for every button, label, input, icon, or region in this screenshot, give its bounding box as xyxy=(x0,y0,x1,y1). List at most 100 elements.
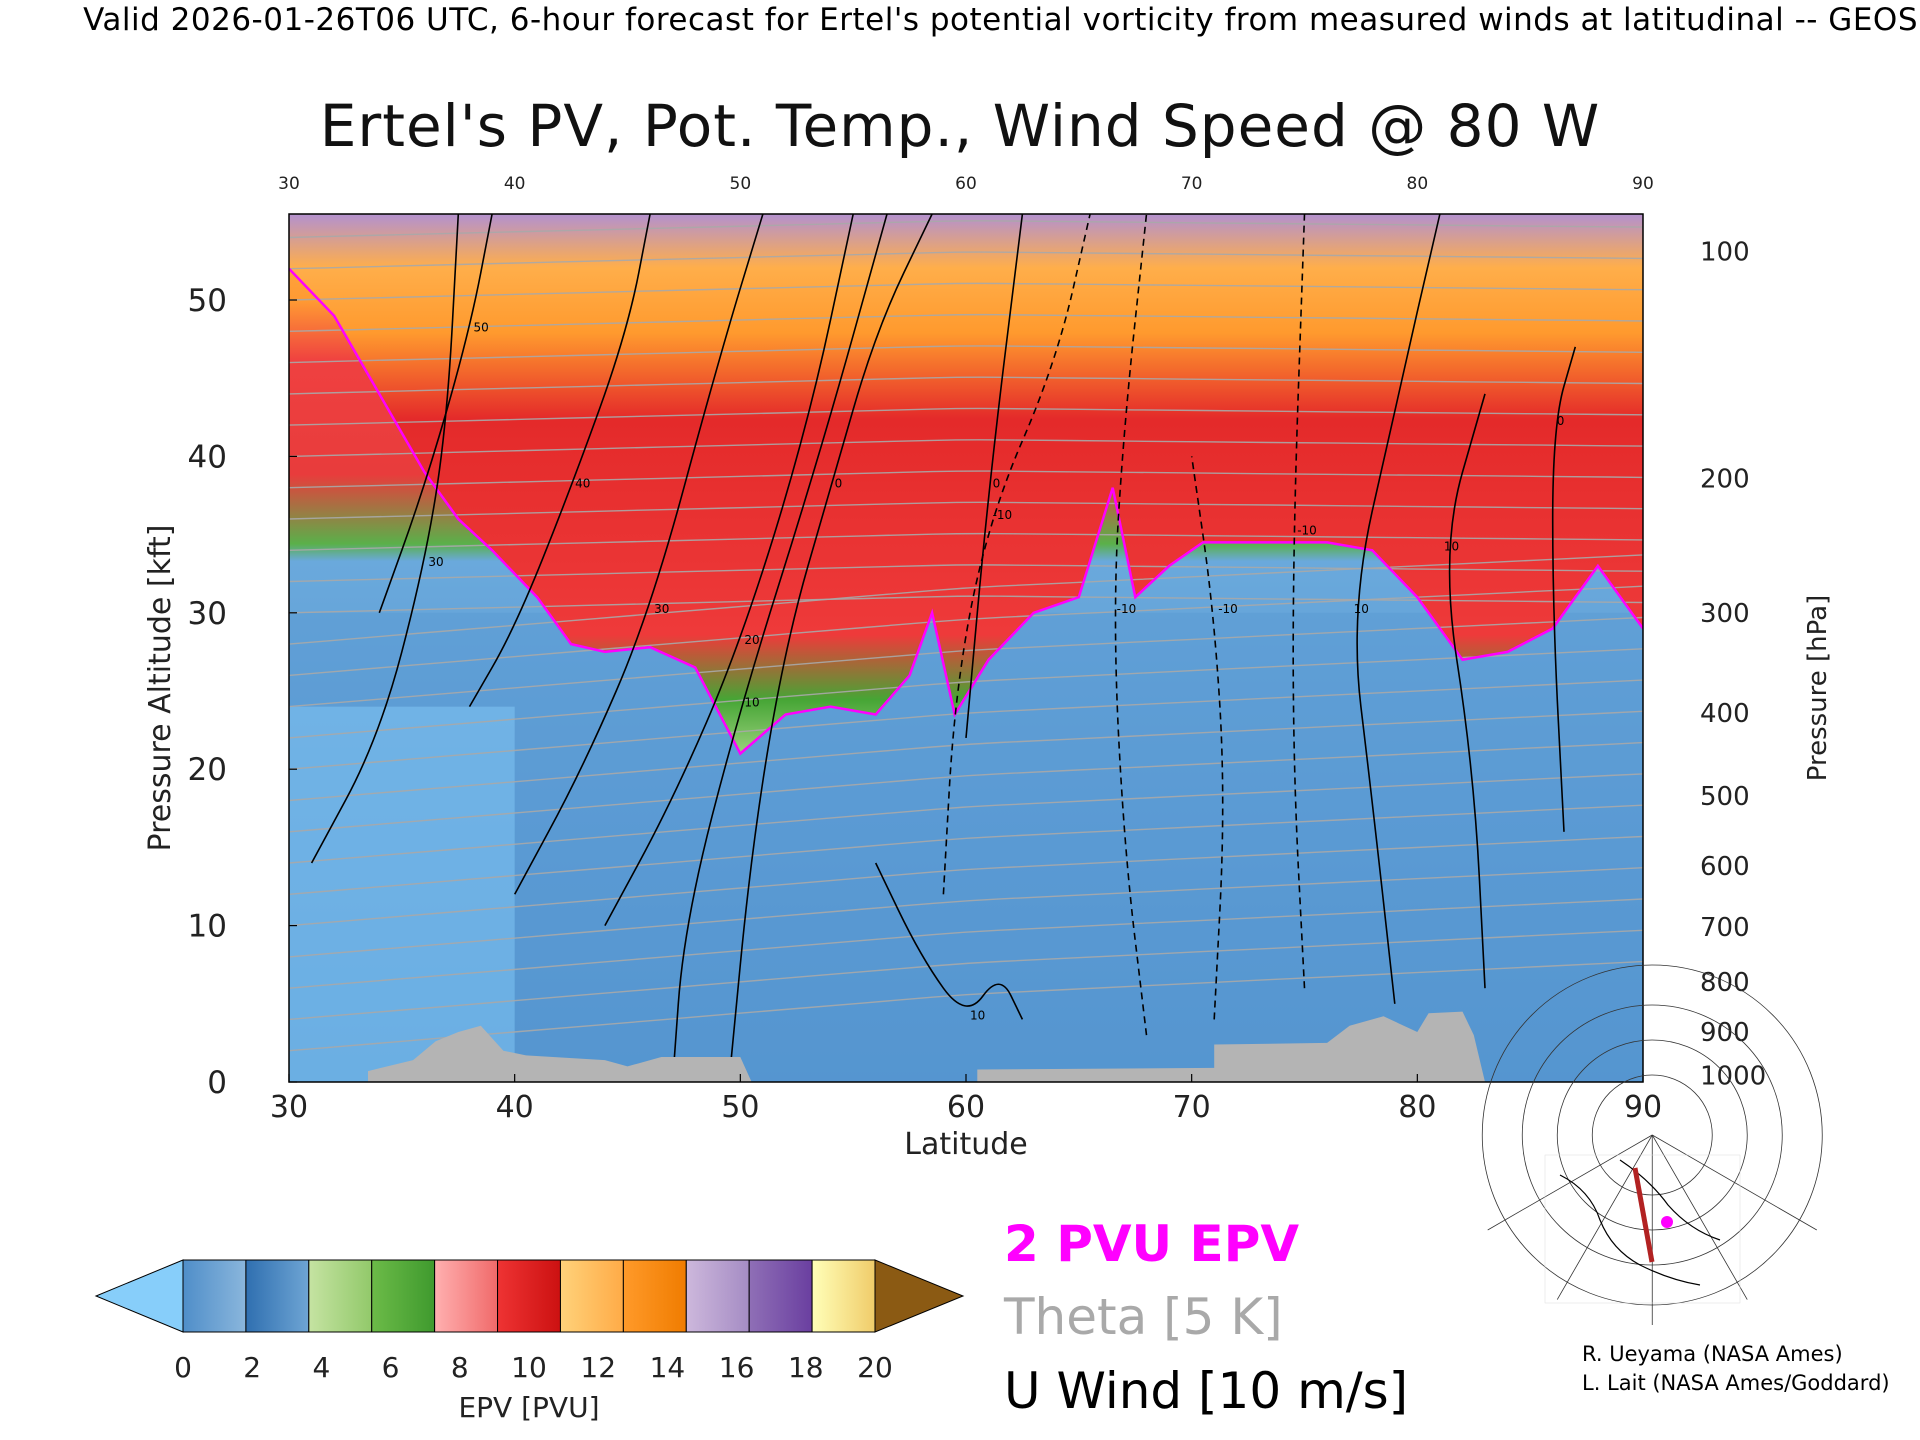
theta-contour xyxy=(289,929,1643,1021)
colorbar-bin xyxy=(559,1259,624,1333)
terrain xyxy=(289,1011,1486,1082)
colorbar-tick-label: 8 xyxy=(451,1351,469,1384)
credit-line-2: L. Lait (NASA Ames/Goddard) xyxy=(1582,1371,1890,1395)
theta-contour xyxy=(289,616,1643,708)
u-wind-contour xyxy=(1114,214,1148,1036)
colorbar-tick-label: 2 xyxy=(243,1351,261,1384)
u-wind-contour-label: 40 xyxy=(575,477,590,491)
y-tick-label: 10 xyxy=(188,909,227,945)
pressure-tick-label: 400 xyxy=(1700,699,1750,729)
axes: 3030404050506060707080809090010203040501… xyxy=(143,174,1833,1162)
theta-contour xyxy=(289,898,1643,989)
colorbar-tick-label: 14 xyxy=(650,1351,686,1384)
u-wind-contour-label: 0 xyxy=(993,477,1001,491)
map-inset xyxy=(1481,964,1823,1325)
theta-contour xyxy=(289,585,1643,677)
colorbar-bin xyxy=(308,1259,373,1333)
colorbar-bin xyxy=(434,1259,499,1333)
colorbar-bin xyxy=(622,1259,687,1333)
x-tick-label: 40 xyxy=(496,1090,534,1125)
y-tick-label: 50 xyxy=(188,283,227,319)
theta-contour xyxy=(289,407,1643,426)
theta-contour xyxy=(289,376,1643,395)
inset-background xyxy=(1545,1155,1740,1303)
longitude-line xyxy=(1652,1134,1817,1231)
longitude-line xyxy=(1556,1134,1653,1300)
colorbar-bin xyxy=(245,1259,310,1333)
longitude-line xyxy=(1487,1134,1653,1231)
theta-contour xyxy=(289,251,1643,270)
legend-u-wind-label: U Wind [10 m/s] xyxy=(1004,1362,1409,1420)
x-top-tick-label: 80 xyxy=(1407,174,1429,194)
u-wind-contour-label: 10 xyxy=(970,1008,985,1022)
x-top-tick-label: 50 xyxy=(730,174,752,194)
y-tick-label: 0 xyxy=(207,1065,227,1101)
u-wind-contour-label: 0 xyxy=(835,477,843,491)
theta-contour xyxy=(289,220,1643,239)
colorbar-bin xyxy=(811,1259,876,1333)
colorbar-tick-label: 18 xyxy=(788,1351,824,1384)
theta-contour xyxy=(289,554,1643,645)
colorbar-bin xyxy=(182,1259,247,1333)
x-tick-label: 70 xyxy=(1173,1090,1211,1125)
u-wind-contour-label: -10 xyxy=(1117,602,1137,616)
theta-contour xyxy=(289,710,1643,802)
theta-contour xyxy=(289,867,1643,958)
chart-title: Ertel's PV, Pot. Temp., Wind Speed @ 80 … xyxy=(319,92,1601,160)
pressure-tick-label: 200 xyxy=(1700,464,1750,494)
colorbar-tick-label: 16 xyxy=(719,1351,755,1384)
x-top-tick-label: 60 xyxy=(955,174,977,194)
theta-contour xyxy=(289,741,1643,833)
u-wind-contour-label: 10 xyxy=(1354,602,1369,616)
theta-contour xyxy=(289,679,1643,770)
u-wind-contour xyxy=(1356,214,1441,1004)
x-top-tick-label: 70 xyxy=(1181,174,1203,194)
location-marker xyxy=(1661,1216,1673,1228)
pressure-tick-label: 900 xyxy=(1700,1018,1750,1048)
u-wind-contour-label: -10 xyxy=(1218,602,1238,616)
theta-contour xyxy=(289,595,1643,614)
plot-area: 0 10 10 0 20 30 40 50 30 -10 -10 -10 -10 10 10 0 xyxy=(289,214,1643,1082)
theta-contour xyxy=(289,835,1643,927)
u-wind-contour xyxy=(1190,456,1224,1020)
longitude-line xyxy=(1651,1134,1748,1300)
pv-2pvu-contour xyxy=(289,267,1643,756)
u-wind-contour xyxy=(1551,346,1577,832)
inset-frame xyxy=(1544,1154,1741,1304)
theta-contour xyxy=(289,773,1643,864)
colorbar-tick-label: 12 xyxy=(580,1351,616,1384)
u-wind-contour-label: -10 xyxy=(1297,524,1317,538)
theta-contour xyxy=(289,648,1643,739)
colorbar-tick-label: 6 xyxy=(382,1351,400,1384)
colorbar-bin xyxy=(748,1259,813,1333)
theta-contour xyxy=(289,470,1643,489)
u-wind-contour xyxy=(604,214,854,926)
u-wind-contour xyxy=(728,214,933,1082)
pressure-tick-label: 600 xyxy=(1700,852,1750,882)
u-wind-contour xyxy=(671,214,888,1082)
pressure-tick-label: 100 xyxy=(1700,238,1750,268)
x-top-tick-label: 40 xyxy=(504,174,526,194)
colorbar-under-triangle xyxy=(94,1259,184,1333)
theta-contour xyxy=(289,439,1643,458)
colorbar-tick-label: 0 xyxy=(174,1351,192,1384)
u-wind-contour xyxy=(513,214,764,895)
u-wind-contour xyxy=(378,214,493,614)
y-tick-label: 30 xyxy=(188,596,227,632)
u-wind-contour xyxy=(965,214,1024,738)
u-wind-contour xyxy=(874,862,1024,1020)
pressure-tick-label: 500 xyxy=(1700,782,1750,812)
u-wind-contour-label: 30 xyxy=(428,555,443,569)
theta-contour xyxy=(289,804,1643,895)
x-top-tick-label: 30 xyxy=(278,174,300,194)
x-tick-label: 50 xyxy=(721,1090,759,1125)
pressure-tick-label: 300 xyxy=(1700,599,1750,629)
pressure-tick-label: 800 xyxy=(1700,968,1750,998)
x-tick-label: 80 xyxy=(1398,1090,1436,1125)
y-tick-label: 40 xyxy=(188,439,227,475)
y2-axis-label: Pressure [hPa] xyxy=(1803,595,1833,782)
pressure-tick-label: 700 xyxy=(1700,913,1750,943)
colorbar-tick-label: 10 xyxy=(511,1351,547,1384)
theta-contour xyxy=(289,501,1643,520)
u-wind-contour-label: -10 xyxy=(993,508,1013,522)
